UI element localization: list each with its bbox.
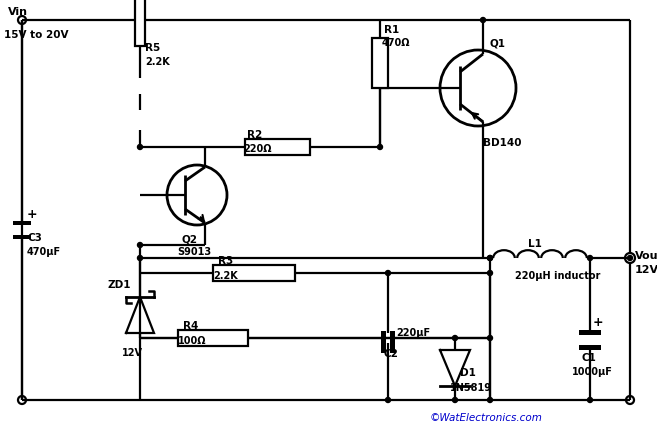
Bar: [213, 265, 295, 281]
Bar: [579, 330, 601, 335]
Text: BD140: BD140: [483, 138, 522, 148]
Text: R4: R4: [183, 321, 198, 331]
Text: 12V: 12V: [635, 265, 657, 275]
Text: 12V: 12V: [122, 348, 143, 358]
Circle shape: [487, 398, 493, 402]
Text: +: +: [27, 208, 37, 221]
Bar: [381, 331, 386, 353]
Text: L1: L1: [528, 239, 542, 249]
Text: ZD1: ZD1: [108, 280, 131, 290]
Text: R3: R3: [218, 256, 233, 266]
Text: Vin: Vin: [8, 7, 28, 17]
Circle shape: [487, 271, 493, 275]
Text: Q1: Q1: [490, 38, 506, 48]
Text: 1000μF: 1000μF: [572, 367, 613, 377]
Text: S9013: S9013: [177, 247, 211, 257]
Text: 220μH inductor: 220μH inductor: [515, 271, 600, 281]
Circle shape: [627, 256, 633, 260]
Text: Q2: Q2: [182, 235, 198, 245]
Bar: [135, 0, 145, 46]
Circle shape: [137, 242, 143, 248]
Circle shape: [453, 335, 457, 341]
Text: 470μF: 470μF: [27, 247, 61, 257]
Text: ©WatElectronics.com: ©WatElectronics.com: [430, 413, 543, 423]
Circle shape: [386, 398, 390, 402]
Text: 2.2K: 2.2K: [213, 271, 238, 281]
Text: 15V to 20V: 15V to 20V: [4, 30, 68, 40]
Circle shape: [378, 145, 382, 149]
Text: R1: R1: [384, 25, 399, 35]
Text: 220Ω: 220Ω: [243, 144, 271, 154]
Text: C3: C3: [27, 233, 42, 243]
Text: +: +: [593, 317, 604, 329]
Circle shape: [453, 398, 457, 402]
Bar: [178, 330, 248, 346]
Text: C2: C2: [383, 349, 398, 359]
Text: R2: R2: [247, 130, 262, 140]
Text: Vout: Vout: [635, 251, 657, 261]
Circle shape: [587, 256, 593, 260]
Text: D1: D1: [460, 368, 476, 378]
Text: 100Ω: 100Ω: [178, 336, 206, 346]
Text: R5: R5: [145, 43, 160, 53]
Circle shape: [137, 145, 143, 149]
Circle shape: [137, 256, 143, 260]
Circle shape: [587, 398, 593, 402]
Text: 220μF: 220μF: [396, 328, 430, 338]
Bar: [13, 235, 31, 239]
Bar: [245, 139, 310, 155]
Text: 470Ω: 470Ω: [382, 38, 411, 48]
Text: 1N5819: 1N5819: [450, 383, 492, 393]
Text: 2.2K: 2.2K: [145, 57, 170, 67]
Circle shape: [480, 18, 486, 22]
Circle shape: [386, 271, 390, 275]
Bar: [390, 331, 395, 353]
Text: C1: C1: [582, 353, 597, 363]
Circle shape: [487, 256, 493, 260]
Circle shape: [487, 335, 493, 341]
Bar: [372, 38, 388, 88]
Bar: [579, 345, 601, 350]
Bar: [13, 221, 31, 225]
Circle shape: [487, 256, 493, 260]
